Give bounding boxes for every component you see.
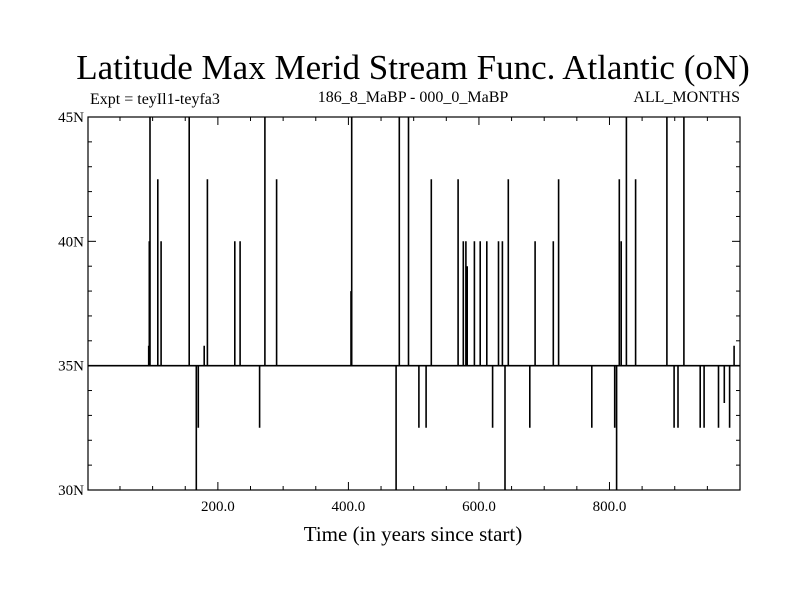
subtitle-right: ALL_MONTHS <box>633 89 740 106</box>
subtitle-center: 186_8_MaBP - 000_0_MaBP <box>318 89 509 106</box>
plot-area: 200.0 400.0 600.0 800.0 30N 35N 40N 45N <box>58 110 741 515</box>
series-line-0 <box>88 117 740 490</box>
x-axis-label: Time (in years since start) <box>304 522 523 546</box>
y-tick-label: 40N <box>58 234 84 250</box>
chart-title: Latitude Max Merid Stream Func. Atlantic… <box>76 48 750 87</box>
y-tick-label: 45N <box>58 110 84 126</box>
subtitle-left: Expt = teyIl1-teyfa3 <box>90 91 220 108</box>
x-tick-label: 600.0 <box>462 499 496 515</box>
x-tick-label: 400.0 <box>332 499 366 515</box>
x-tick-label: 200.0 <box>201 499 235 515</box>
plot-frame <box>87 116 741 491</box>
y-tick-label: 35N <box>58 359 84 375</box>
x-tick-label: 800.0 <box>593 499 627 515</box>
y-tick-label: 30N <box>58 483 84 499</box>
